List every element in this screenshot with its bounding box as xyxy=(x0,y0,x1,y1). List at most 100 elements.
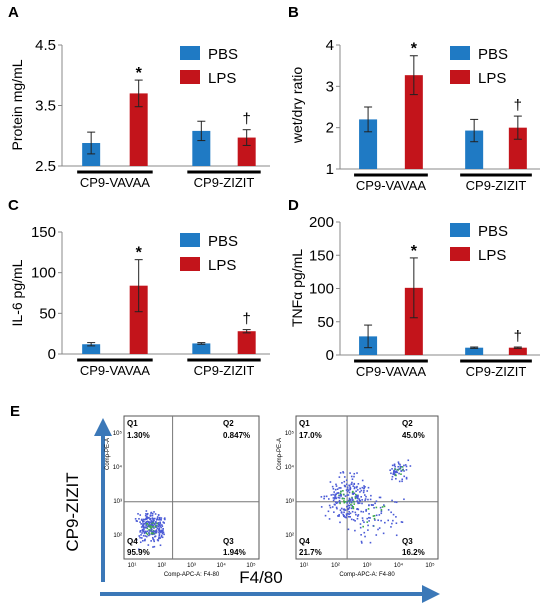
event-dot xyxy=(398,472,400,475)
flow-plot-xlabel: Comp-APC-A: F4-80 xyxy=(164,572,220,578)
quadrant-value-q1: 1.30% xyxy=(127,431,150,440)
event-dot xyxy=(368,504,370,506)
event-dot xyxy=(332,493,334,496)
event-dot xyxy=(393,463,396,466)
flow-y-title: CP9-ZIZIT xyxy=(63,472,82,551)
event-dot xyxy=(162,531,164,534)
flow-x-tick: 10² xyxy=(157,563,166,569)
event-dot xyxy=(157,514,160,516)
event-dot xyxy=(364,535,366,538)
event-dot xyxy=(375,506,378,509)
event-dot xyxy=(138,535,141,537)
event-dot xyxy=(396,471,399,474)
event-dot xyxy=(335,485,338,487)
event-dot xyxy=(395,501,398,504)
legend-label-lps: LPS xyxy=(208,257,236,274)
legend-label-lps: LPS xyxy=(478,247,506,264)
event-dot xyxy=(358,499,361,502)
y-tick-label: 3.5 xyxy=(35,98,56,115)
event-dot xyxy=(338,499,341,502)
event-dot xyxy=(394,501,396,503)
event-dot xyxy=(345,479,348,482)
event-dot xyxy=(401,466,404,468)
event-dot xyxy=(357,495,359,498)
event-dot xyxy=(403,498,405,501)
significance-mark: * xyxy=(136,245,143,262)
legend-swatch-pbs xyxy=(450,223,470,237)
event-dot xyxy=(155,520,157,523)
event-dot xyxy=(156,524,158,527)
event-dot xyxy=(393,473,395,476)
event-dot xyxy=(391,475,394,478)
event-dot xyxy=(143,527,145,529)
event-dot xyxy=(351,497,353,500)
event-dot xyxy=(366,490,369,492)
legend-label-lps: LPS xyxy=(208,70,236,87)
event-dot xyxy=(149,517,152,520)
event-dot xyxy=(149,525,152,527)
event-dot xyxy=(158,534,161,537)
event-dot xyxy=(395,516,397,518)
flow-y-tick: 10² xyxy=(113,533,122,539)
y-axis-label: IL-6 pg/mL xyxy=(9,259,25,326)
event-dot xyxy=(366,521,369,523)
event-dot xyxy=(158,529,161,531)
event-dot xyxy=(334,488,337,491)
event-dot xyxy=(150,512,152,514)
event-dot xyxy=(391,464,394,467)
event-dot xyxy=(343,509,346,511)
event-dot xyxy=(160,530,163,533)
event-dot xyxy=(360,534,362,536)
event-dot xyxy=(150,521,153,524)
event-dot xyxy=(152,520,154,523)
event-dot xyxy=(145,524,147,527)
y-axis-label: Protein mg/mL xyxy=(9,59,25,150)
event-dot xyxy=(155,529,158,531)
event-dot xyxy=(365,510,367,512)
event-dot xyxy=(373,514,376,517)
quadrant-label-q4: Q4 xyxy=(127,537,138,546)
event-dot xyxy=(356,515,359,517)
event-dot xyxy=(147,544,150,546)
event-dot xyxy=(152,546,154,548)
event-dot xyxy=(363,521,365,524)
event-dot xyxy=(356,472,358,474)
y-tick-label: 100 xyxy=(309,281,334,298)
event-dot xyxy=(140,523,142,525)
event-dot xyxy=(394,470,397,473)
event-dot xyxy=(162,521,165,524)
event-dot xyxy=(155,531,158,534)
event-dot xyxy=(158,530,161,532)
group-label: CP9-VAVAA xyxy=(80,175,150,190)
event-dot xyxy=(158,528,160,530)
event-dot xyxy=(343,500,345,502)
event-dot xyxy=(363,494,366,496)
event-dot xyxy=(372,515,375,517)
event-dot xyxy=(338,515,340,517)
event-dot xyxy=(139,536,141,539)
event-dot xyxy=(354,497,357,500)
event-dot xyxy=(161,525,164,528)
flow-x-tick: 10¹ xyxy=(300,563,309,569)
event-dot xyxy=(146,533,149,536)
group-label: CP9-VAVAA xyxy=(356,364,426,379)
event-dot xyxy=(392,513,395,516)
event-dot xyxy=(361,502,363,505)
chart-b: B 1 2 3 4 wet/dry ratio * † CP9-VAVAA CP9-ZIZIT PB… xyxy=(288,4,540,193)
event-dot xyxy=(154,535,156,538)
event-dot xyxy=(363,489,365,492)
event-dot xyxy=(344,495,347,497)
event-dot xyxy=(148,532,150,534)
event-dot xyxy=(397,462,400,465)
event-dot xyxy=(332,499,335,502)
event-dot xyxy=(354,511,357,514)
event-dot xyxy=(327,510,330,513)
bar-lps-1 xyxy=(404,75,423,169)
event-dot xyxy=(357,502,359,505)
event-dot xyxy=(395,522,398,525)
event-dot xyxy=(337,492,340,494)
event-dot xyxy=(153,517,155,520)
event-dot xyxy=(395,474,397,477)
event-dot xyxy=(350,518,353,521)
bar-pbs-2 xyxy=(192,343,211,354)
